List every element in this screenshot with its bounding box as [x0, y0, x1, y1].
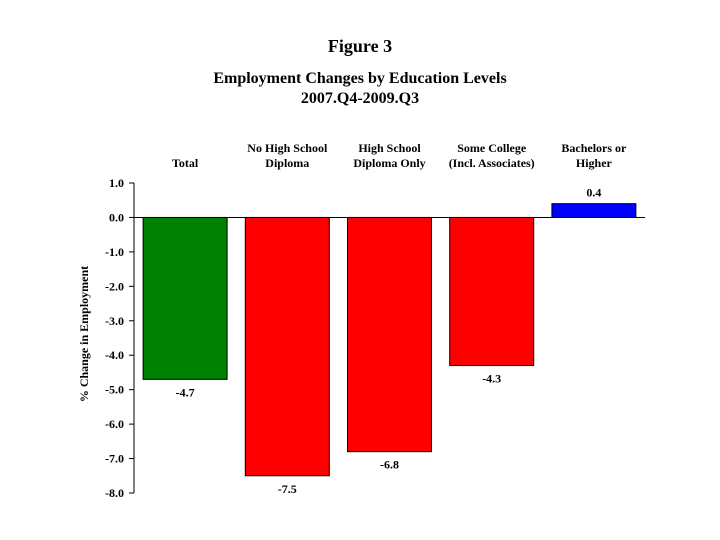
bar: [551, 203, 637, 218]
category-label: Some College: [457, 141, 527, 155]
figure-label: Figure 3: [327, 36, 393, 56]
y-tick-label: -8.0: [105, 486, 124, 500]
data-label: 0.4: [586, 186, 601, 200]
y-tick-label: -2.0: [105, 279, 124, 293]
data-label: -7.5: [278, 482, 297, 496]
chart-subtitle: 2007.Q4-2009.Q3: [300, 90, 420, 107]
category-label: Bachelors or: [561, 141, 627, 155]
category-label: Diploma Only: [353, 156, 425, 170]
y-tick-label: -3.0: [105, 314, 124, 328]
chart-title: Employment Changes by Education Levels: [213, 70, 507, 87]
data-label: -4.3: [482, 372, 501, 386]
category-label: Higher: [576, 156, 613, 170]
data-label: -4.7: [176, 385, 195, 399]
category-label: Diploma: [265, 156, 309, 170]
bar: [347, 216, 432, 453]
y-tick-label: 0.0: [109, 210, 124, 224]
data-label: -6.8: [380, 458, 399, 472]
category-label: High School: [358, 141, 421, 155]
y-axis-title: % Change in Employment: [77, 266, 91, 402]
y-tick-label: -1.0: [105, 245, 124, 259]
bar: [449, 216, 535, 367]
y-tick-label: -6.0: [105, 417, 124, 431]
y-tick-label: 1.0: [109, 176, 124, 190]
y-tick-label: -7.0: [105, 452, 124, 466]
category-label: Total: [172, 156, 199, 170]
bar: [244, 216, 330, 477]
y-tick-label: -5.0: [105, 383, 124, 397]
y-tick-label: -4.0: [105, 348, 124, 362]
category-label: No High School: [247, 141, 328, 155]
bar: [142, 216, 228, 380]
category-label: (Incl. Associates): [449, 156, 535, 170]
